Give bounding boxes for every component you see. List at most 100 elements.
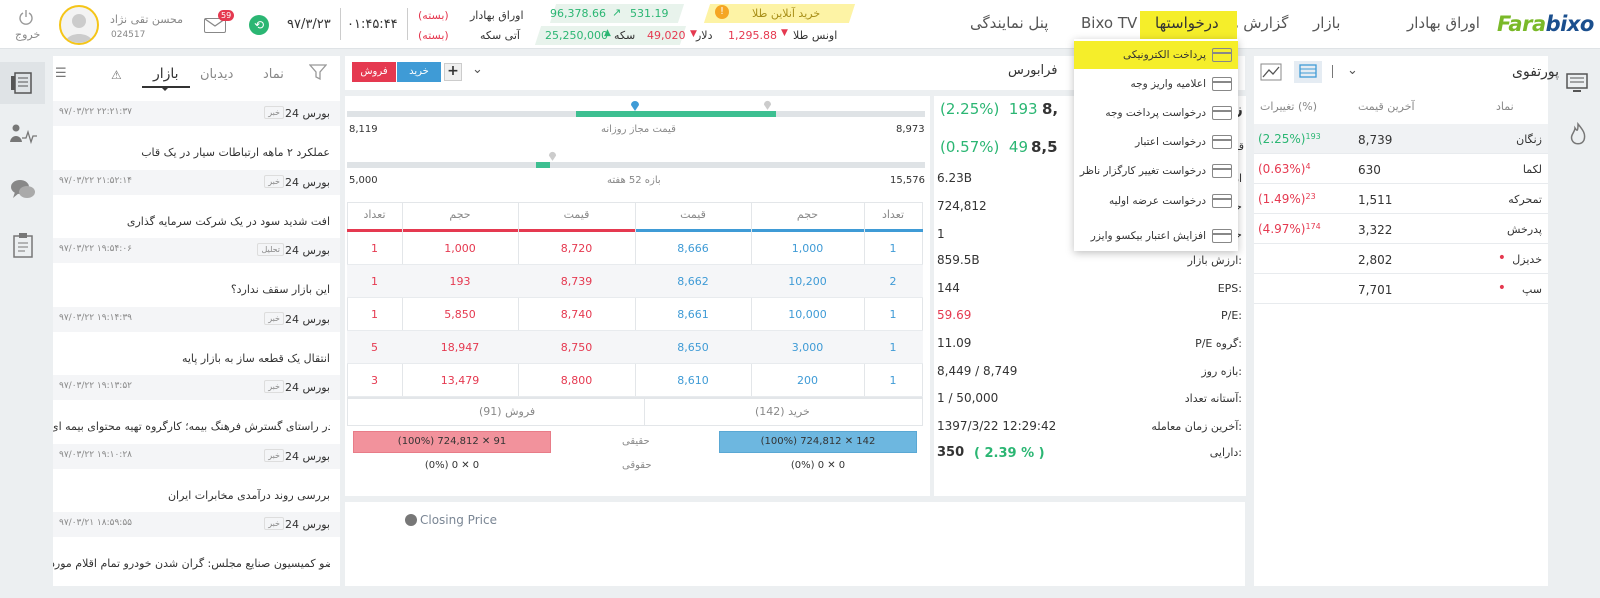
nav-reports[interactable]: گزارش ها <box>1226 14 1289 32</box>
line-chart-icon[interactable] <box>1260 63 1282 81</box>
info-value: 144 <box>937 281 960 295</box>
dropdown-item[interactable]: افزایش اعتبار بیکسو وایزر <box>1074 222 1238 250</box>
tab-market[interactable]: بازار <box>153 66 179 82</box>
news-source: بورس 24 <box>285 244 330 257</box>
dropdown-item[interactable]: اعلامیه واریز وجه <box>1074 70 1238 98</box>
chat-icon[interactable] <box>9 177 35 203</box>
warning-icon[interactable]: ⚠ <box>111 68 122 82</box>
menu-icon[interactable]: ☰ <box>55 66 67 81</box>
symbol-cell[interactable]: سپ <box>1521 283 1542 296</box>
nav-bixo-tv[interactable]: Bixo TV <box>1081 14 1138 32</box>
table-row[interactable]: خدیزل • 2,802 <box>1254 244 1548 274</box>
clipboard-icon[interactable] <box>10 232 36 258</box>
news-title[interactable]: بررسی روند درآمدی مخابرات ایران <box>167 488 330 502</box>
tab-watchlist[interactable]: دیدبان <box>200 67 234 82</box>
coins-icon <box>1212 106 1232 120</box>
table-row[interactable]: 1 1,000 8,666 8,720 1,000 1 <box>347 232 923 265</box>
news-title[interactable]: این بازار سقف ندارد؟ <box>230 283 330 296</box>
nav-securities[interactable]: اوراق بهادار <box>1407 14 1480 32</box>
nav-agent-panel[interactable]: پنل نمایندگی <box>970 14 1049 32</box>
news-time: ۹۷/۰۳/۲۲ ۲۲:۲۱:۳۷ <box>59 107 132 117</box>
close-change-pct: (0.57%) 49 <box>940 138 1028 156</box>
chevron-down-icon[interactable]: ⌄ <box>472 62 483 77</box>
orderbook-header: تعداد <box>881 208 905 221</box>
dropdown-item[interactable]: درخواست پرداخت وجه <box>1074 99 1238 127</box>
news-title[interactable]: افت شدید سود در یک شرکت سرمایه گذاری <box>126 214 330 228</box>
orderbook-icon[interactable] <box>10 70 36 96</box>
tab-symbol[interactable]: نماد <box>263 67 284 82</box>
news-item[interactable]: بورس 24 خبر ۹۷/۰۳/۲۲ ۱۹:۱۰:۲۸ بررسی روند در… <box>53 443 340 512</box>
news-header-bg <box>53 169 340 195</box>
dropdown-item[interactable]: درخواست تغییر کارگزار ناظر <box>1074 157 1238 185</box>
row-divider <box>347 330 923 331</box>
power-icon[interactable] <box>18 9 34 25</box>
buy-button[interactable]: خرید <box>397 62 441 82</box>
right-icon-bar <box>1555 56 1600 586</box>
dropdown-item[interactable]: پرداخت الکترونیکی <box>1074 41 1238 69</box>
news-item[interactable]: بورس 24 خبر ۹۷/۰۳/۲۲ ۲۱:۵۲:۱۴ افت شدید سود … <box>53 169 340 238</box>
sell-header-line <box>347 229 635 232</box>
symbol-cell[interactable]: زنگان <box>1516 133 1542 146</box>
row-divider <box>1254 183 1548 184</box>
info-value: 350 <box>937 445 965 460</box>
symbol-cell[interactable]: خدیزل <box>1512 253 1542 266</box>
dropdown-item-label: افزایش اعتبار بیکسو وایزر <box>1090 230 1206 242</box>
col-divider <box>518 202 519 398</box>
orderbook-cell: 200 <box>797 374 818 387</box>
filter-icon[interactable] <box>308 64 328 81</box>
symbol-cell[interactable]: لکما <box>1522 163 1542 176</box>
orderbook-cell: 2 <box>889 275 897 288</box>
row-divider <box>1254 153 1548 154</box>
add-icon[interactable]: + <box>444 63 462 81</box>
dropdown-item[interactable]: درخواست عرضه اولیه <box>1074 187 1238 215</box>
flame-icon[interactable] <box>1565 121 1591 148</box>
orderbook-header: قیمت <box>563 208 590 221</box>
news-item[interactable]: بورس 24 خبر ۹۷/۰۳/۲۲ ۱۹:۱۳:۵۲ در راستای گست… <box>53 375 340 443</box>
news-item[interactable]: بورس 24 خبر ۹۷/۰۳/۲۲ ۱۹:۱۴:۳۹ انتقال یک قطع… <box>53 306 340 375</box>
user-activity-icon[interactable] <box>8 122 37 148</box>
news-item[interactable]: بورس 24 خبر ۹۷/۰۳/۲۲ ۲۲:۲۱:۳۷ عملکرد ۲ ماهه… <box>53 101 340 169</box>
dropdown-item[interactable]: درخواست اعتبار <box>1074 128 1238 156</box>
daily-max: 8,973 <box>896 124 925 135</box>
table-view-icon[interactable] <box>1294 61 1322 83</box>
change-cell: (2.25%)193 <box>1258 132 1321 146</box>
news-title[interactable]: در راستای گسترش فرهنگ بیمه؛ کارگروه تهیه… <box>53 420 330 433</box>
table-row[interactable]: 1 200 8,610 8,800 13,479 3 <box>347 364 923 397</box>
index-change: 531.19 <box>630 7 669 20</box>
table-row[interactable]: 1 3,000 8,650 8,750 18,947 5 <box>347 331 923 364</box>
week-range-track <box>347 162 925 168</box>
table-row[interactable]: 1 10,000 8,661 8,740 5,850 1 <box>347 298 923 331</box>
dropdown-item-label: درخواست اعتبار <box>1135 136 1206 148</box>
orderbook-cell: 1 <box>371 242 378 255</box>
news-title[interactable]: عملکرد ۲ ماهه ارتباطات سیار در یک قاب <box>141 146 330 159</box>
symbol-cell[interactable]: تمحرکه <box>1508 193 1542 206</box>
portfolio-panel: پورتفوی ⌄ نماد آخرین قیمت تغییرات (%) زن… <box>1254 56 1559 586</box>
table-row[interactable]: زنگان 8,739 (2.25%)193 <box>1254 124 1548 154</box>
news-title[interactable]: عضو کمیسیون صنایع مجلس: گران شدن خودرو ت… <box>53 557 330 570</box>
table-row[interactable]: تمحرکه 1,511 (1.49%)23 <box>1254 184 1548 214</box>
week-max: 15,576 <box>890 175 925 186</box>
nav-requests[interactable]: درخواستها <box>1155 14 1219 32</box>
table-row[interactable]: لکما 630 (0.63%)4 <box>1254 154 1548 184</box>
sync-icon[interactable]: ⟲ <box>249 15 269 35</box>
orderbook-cell: 8,740 <box>560 308 593 321</box>
orderbook-cell: 8,666 <box>677 242 709 255</box>
table-row[interactable]: 2 10,200 8,662 8,739 193 1 <box>347 265 923 298</box>
legend-closing-price[interactable]: Closing Price <box>420 513 497 527</box>
legend-marker[interactable] <box>405 514 417 526</box>
news-title[interactable]: انتقال یک قطعه ساز به بازار پایه <box>181 351 330 365</box>
symbol-cell[interactable]: پدرخش <box>1507 223 1542 236</box>
info-label: آخرین زمان معامله: <box>1151 420 1242 433</box>
avatar[interactable] <box>59 5 99 45</box>
chevron-down-icon[interactable]: ⌄ <box>1347 63 1358 78</box>
gold-buy-label[interactable]: خرید آنلاین طلا <box>752 7 821 20</box>
sell-button[interactable]: فروش <box>352 62 396 82</box>
logout-label[interactable]: خروج <box>15 28 41 41</box>
table-row[interactable]: سپ • 7,701 <box>1254 274 1548 304</box>
app-logo[interactable]: Farabixo <box>1497 12 1594 36</box>
portfolio-monitor-icon[interactable] <box>1565 70 1591 96</box>
table-row[interactable]: پدرخش 3,322 (4.97%)174 <box>1254 214 1548 244</box>
nav-market[interactable]: بازار <box>1313 14 1341 32</box>
news-item[interactable]: بورس 24 تحلیل ۹۷/۰۳/۲۲ ۱۹:۵۴:۰۶ این بازار س… <box>53 238 340 306</box>
news-item[interactable]: بورس 24 خبر ۹۷/۰۳/۲۱ ۱۸:۵۹:۵۵ عضو کمیسیون ص… <box>53 512 340 580</box>
